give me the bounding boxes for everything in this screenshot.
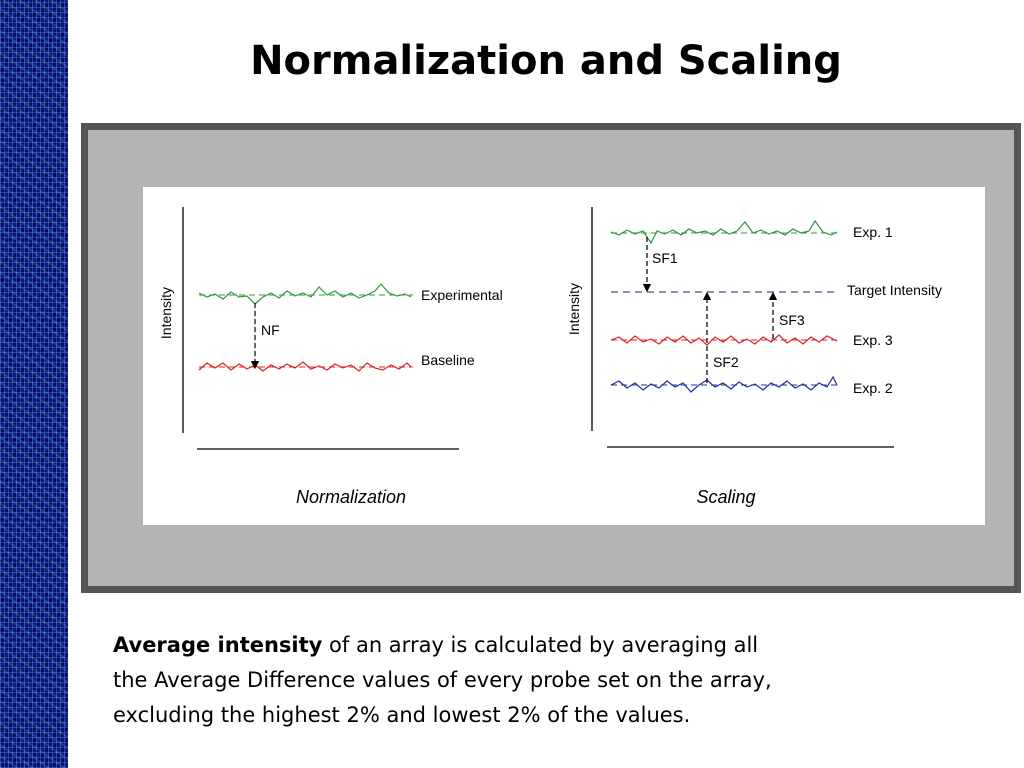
normalization-panel: Intensity Experimental Baseline NF Norma… bbox=[158, 207, 503, 507]
experimental-label: Experimental bbox=[421, 287, 503, 303]
exp2-signal-line bbox=[610, 375, 838, 393]
exp3-label: Exp. 3 bbox=[853, 332, 893, 348]
sf1-label: SF1 bbox=[652, 250, 678, 266]
caption-line-3: excluding the highest 2% and lowest 2% o… bbox=[113, 703, 691, 727]
experimental-signal-line bbox=[198, 283, 412, 305]
target-intensity-label: Target Intensity bbox=[847, 282, 942, 298]
page-title: Normalization and Scaling bbox=[250, 38, 842, 84]
normalization-panel-label: Normalization bbox=[296, 487, 406, 507]
sf2-label: SF2 bbox=[713, 354, 739, 370]
sf3-label: SF3 bbox=[779, 312, 805, 328]
normalization-scaling-diagram: Intensity Experimental Baseline NF Norma… bbox=[143, 187, 985, 525]
baseline-signal-line bbox=[198, 361, 412, 372]
exp2-label: Exp. 2 bbox=[853, 380, 893, 396]
caption-paragraph: Average intensity of an array is calcula… bbox=[113, 628, 1003, 733]
exp1-signal-line bbox=[610, 219, 838, 245]
caption-bold-term: Average intensity bbox=[113, 633, 323, 657]
exp3-signal-line bbox=[610, 334, 838, 346]
caption-line-2: the Average Difference values of every p… bbox=[113, 668, 772, 692]
figure-frame: Intensity Experimental Baseline NF Norma… bbox=[81, 123, 1021, 593]
norm-axis-label: Intensity bbox=[158, 287, 174, 339]
nf-label: NF bbox=[261, 322, 280, 338]
caption-line-1-text: of an array is calculated by averaging a… bbox=[322, 633, 759, 657]
scale-axis-label: Intensity bbox=[566, 283, 582, 335]
scaling-panel-label: Scaling bbox=[696, 487, 755, 507]
scaling-panel: Intensity Exp. 1 Target Intensity Exp. 3… bbox=[566, 207, 942, 507]
baseline-label: Baseline bbox=[421, 352, 475, 368]
exp1-label: Exp. 1 bbox=[853, 224, 893, 240]
decorative-sidebar-strip bbox=[0, 0, 68, 768]
caption-line-1: Average intensity of an array is calcula… bbox=[113, 628, 1003, 663]
